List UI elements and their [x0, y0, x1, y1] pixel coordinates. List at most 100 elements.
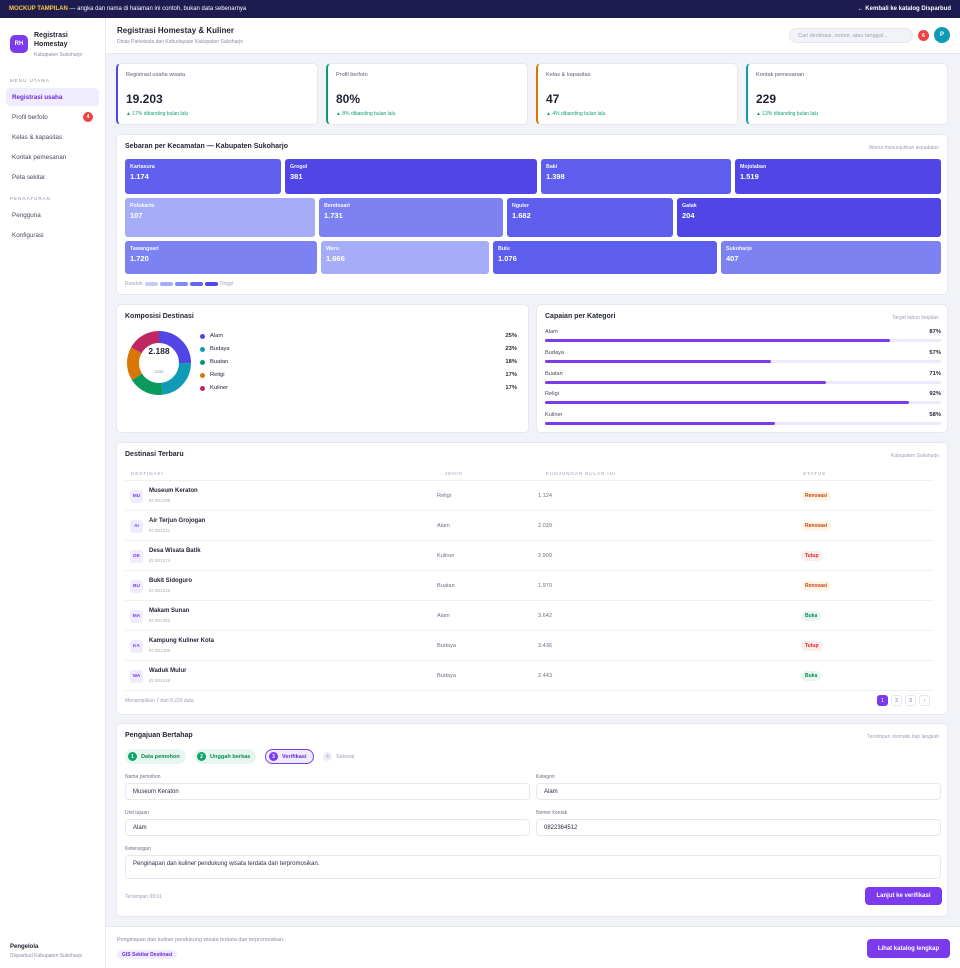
- phone-field[interactable]: 0822364512: [536, 819, 941, 836]
- user-org: Disparbud Kabupaten Sukoharjo: [10, 953, 83, 959]
- sidebar-item-registrasi-usaha[interactable]: Registrasi usaha: [6, 88, 99, 106]
- cell-value: 381: [290, 172, 303, 181]
- row-name: Makam Sunan: [149, 608, 190, 614]
- table-row[interactable]: MA Makam Sunan ID 001352 Alam 3.642 Buka: [125, 601, 933, 631]
- row-initials: KA: [130, 640, 143, 653]
- treemap-cell-sukoharjo[interactable]: Sukoharjo 407: [721, 241, 941, 274]
- row-type: Alam: [437, 523, 450, 529]
- cell-value: 1.076: [498, 254, 517, 263]
- sidebar-item-label: Konfigurasi: [12, 231, 44, 239]
- sidebar-item-profil-berfoto[interactable]: Profil berfoto 4: [6, 108, 99, 126]
- mockup-note: MOCKUP TAMPILAN — angka dan nama di hala…: [9, 6, 246, 12]
- kpi-delta: ▲ 4% dibanding bulan lalu: [546, 111, 606, 117]
- table-row[interactable]: AI Air Terjun Grojogan ID 001241 Alam 2.029 R…: [125, 511, 933, 541]
- page-button-2[interactable]: 2: [891, 695, 902, 706]
- treemap-cell-kartasura[interactable]: Kartasura 1.174: [125, 159, 281, 194]
- sidebar-item-peta-sekitar[interactable]: Peta sekitar: [6, 168, 99, 186]
- back-to-catalog-link[interactable]: ← Kembali ke katalog Disparbud: [857, 6, 951, 12]
- table-row[interactable]: DE Desa Wisata Batik ID 001274 Kuliner 2.909…: [125, 541, 933, 571]
- treemap-cell-tawangsari[interactable]: Tawangsari 1.720: [125, 241, 317, 274]
- treemap-cell-bendosari[interactable]: Bendosari 1.731: [319, 198, 503, 237]
- cell-name: Tawangsari: [130, 246, 159, 252]
- row-id: ID 001426: [149, 678, 171, 683]
- main-area: Registrasi Homestay & Kuliner Dinas Pari…: [106, 18, 960, 968]
- continue-verification-button[interactable]: Lanjut ke verifikasi: [865, 887, 942, 905]
- status-badge: Renovasi: [801, 581, 832, 591]
- treemap-cell-bulu[interactable]: Bulu 1.076: [493, 241, 717, 274]
- sidebar-item-konfigurasi[interactable]: Konfigurasi: [6, 226, 99, 244]
- bar-label: Budaya: [545, 350, 564, 356]
- app-title-line1: Registrasi: [34, 32, 68, 39]
- kpi-card-registrasi: Registrasi usaha wisata 19.203 ▲ 17% dib…: [116, 63, 318, 125]
- legend-swatch: [189, 282, 203, 286]
- step-unggah-berkas[interactable]: 2 Unggah berkas: [194, 749, 257, 764]
- table-row[interactable]: KA Kampung Kuliner Kota ID 001389 Budaya 3.4…: [125, 631, 933, 661]
- app-title-line2: Homestay: [34, 41, 68, 48]
- treemap-cell-gatak[interactable]: Gatak 204: [677, 198, 941, 237]
- status-badge: Buka: [801, 671, 822, 681]
- treemap-cell-polokarto[interactable]: Polokarto 107: [125, 198, 315, 237]
- destinations-table-card: Destinasi Terbaru Kabupaten Sukoharjo DE…: [116, 442, 948, 715]
- treemap-cell-grogol[interactable]: Grogol 381: [285, 159, 537, 194]
- donut-slice-religi: [127, 331, 191, 395]
- treemap-cell-weru[interactable]: Weru 1.666: [321, 241, 489, 274]
- row-type: Alam: [437, 613, 450, 619]
- kpi-value: 229: [756, 92, 777, 106]
- search-input[interactable]: Cari destinasi, nomor, atau tanggal...: [789, 28, 913, 43]
- saved-time: Tersimpan 09:01: [125, 894, 162, 900]
- step-selesai[interactable]: 4 Selesai: [320, 749, 360, 764]
- row-id: ID 001241: [149, 528, 171, 533]
- notes-textarea[interactable]: Penginapan dan kuliner pendukung wisata …: [125, 855, 941, 879]
- category-field[interactable]: Alam: [536, 783, 941, 800]
- view-catalog-button[interactable]: Lihat katalog lengkap: [867, 939, 950, 958]
- name-field[interactable]: Museum Keraton: [125, 783, 530, 800]
- row-visits: 2.443: [538, 673, 552, 679]
- sidebar-item-pengguna[interactable]: Pengguna: [6, 206, 99, 224]
- cell-name: Gatak: [682, 203, 697, 209]
- sidebar-item-kelas-kapasitas[interactable]: Kelas & kapasitas: [6, 128, 99, 146]
- page-title: Registrasi Homestay & Kuliner: [117, 26, 234, 35]
- row-name: Bukit Sidoguro: [149, 578, 192, 584]
- table-row[interactable]: MU Museum Keraton ID 001206 Religi 1.124 Reno…: [125, 481, 933, 511]
- brand: RH Registrasi Homestay Kabupaten Sukohar…: [0, 18, 105, 58]
- pagination: 1 2 3 ›: [877, 695, 930, 706]
- status-badge: Tutup: [801, 551, 823, 561]
- kpi-value: 80%: [336, 92, 361, 106]
- cell-value: 1.174: [130, 172, 149, 181]
- footer-tag[interactable]: GIS Sekitar Destinasi: [117, 950, 178, 959]
- unit-field[interactable]: Alam: [125, 819, 530, 836]
- nav-section-main: MENU UTAMA: [10, 78, 50, 83]
- treemap-cell-nguter[interactable]: Nguter 1.682: [507, 198, 673, 237]
- column-header-destinasi: DESTINASI: [131, 472, 164, 477]
- cell-name: Polokarto: [130, 203, 155, 209]
- treemap-cell-baki[interactable]: Baki 1.398: [541, 159, 731, 194]
- row-type: Kuliner: [437, 553, 455, 559]
- cell-name: Mojolaban: [740, 164, 767, 170]
- treemap-cell-mojolaban[interactable]: Mojolaban 1.519: [735, 159, 941, 194]
- status-badge: Renovasi: [801, 521, 832, 531]
- table-row[interactable]: BU Bukit Sidoguro ID 001315 Buatan 1.970 Reno…: [125, 571, 933, 601]
- row-visits: 1.970: [538, 583, 552, 589]
- nav-section-settings: PENGATURAN: [10, 196, 51, 201]
- kpi-label: Kelas & kapasitas: [546, 72, 591, 78]
- kpi-card-kontak: Kontak pemesanan 229 ▲ 13% dibanding bul…: [746, 63, 948, 125]
- notification-bell-badge[interactable]: 6: [918, 30, 929, 41]
- cell-name: Sukoharjo: [726, 246, 752, 252]
- cell-value: 1.519: [740, 172, 759, 181]
- table-row[interactable]: WA Waduk Mulur ID 001426 Budaya 2.443 Buka: [125, 661, 933, 691]
- page-button-3[interactable]: 3: [905, 695, 916, 706]
- sidebar-item-kontak-pemesanan[interactable]: Kontak pemesanan: [6, 148, 99, 166]
- bar-track: [545, 422, 941, 425]
- cell-name: Bendosari: [324, 203, 350, 209]
- step-verifikasi[interactable]: 3 Verifikasi: [265, 749, 314, 764]
- page-button-1[interactable]: 1: [877, 695, 888, 706]
- bar-pct: 71%: [929, 371, 941, 377]
- page-next-button[interactable]: ›: [919, 695, 930, 706]
- bar-label: Alam: [545, 329, 558, 335]
- row-visits: 2.029: [538, 523, 552, 529]
- sidebar-item-label: Peta sekitar: [12, 173, 46, 181]
- step-data-pemohon[interactable]: 1 Data pemohon: [125, 749, 186, 764]
- table-title: Destinasi Terbaru: [125, 451, 184, 458]
- legend-dot: [200, 385, 205, 391]
- avatar[interactable]: P: [934, 27, 950, 43]
